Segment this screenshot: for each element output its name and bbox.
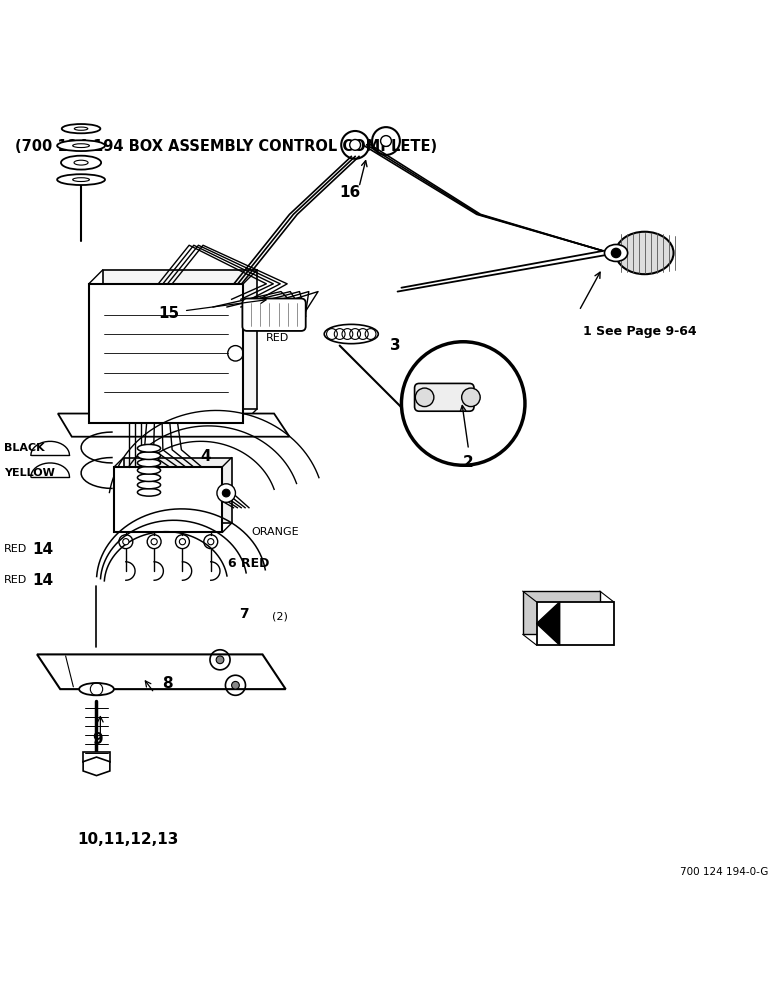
Text: BLACK: BLACK	[4, 443, 45, 453]
Ellipse shape	[137, 444, 161, 452]
FancyBboxPatch shape	[83, 752, 110, 762]
Text: 5: 5	[166, 476, 177, 491]
Text: 3: 3	[390, 338, 401, 353]
Text: 10,11,12,13: 10,11,12,13	[77, 832, 178, 847]
Circle shape	[179, 539, 185, 545]
Ellipse shape	[324, 324, 378, 344]
Polygon shape	[537, 602, 614, 645]
Ellipse shape	[137, 452, 161, 459]
Ellipse shape	[137, 459, 161, 467]
Ellipse shape	[57, 174, 105, 185]
Polygon shape	[523, 591, 600, 634]
FancyBboxPatch shape	[114, 467, 222, 532]
Text: 16: 16	[340, 185, 361, 200]
Polygon shape	[537, 602, 560, 645]
Text: (2): (2)	[272, 612, 288, 622]
Circle shape	[611, 248, 621, 258]
Text: 15: 15	[158, 306, 179, 321]
Circle shape	[217, 484, 235, 502]
Text: RED: RED	[266, 333, 290, 343]
Polygon shape	[58, 414, 290, 437]
Text: YELLOW: YELLOW	[4, 468, 55, 478]
Text: RED: RED	[4, 544, 27, 554]
Text: 14: 14	[32, 542, 53, 557]
Text: 4: 4	[201, 449, 212, 464]
Ellipse shape	[79, 683, 114, 695]
FancyBboxPatch shape	[89, 284, 243, 423]
Ellipse shape	[137, 481, 161, 489]
Ellipse shape	[604, 244, 628, 261]
FancyBboxPatch shape	[103, 270, 257, 409]
Ellipse shape	[57, 140, 105, 151]
Ellipse shape	[73, 144, 90, 148]
Polygon shape	[37, 654, 286, 689]
Circle shape	[381, 136, 391, 146]
Ellipse shape	[137, 488, 161, 496]
Text: 2: 2	[463, 455, 474, 470]
Ellipse shape	[62, 124, 100, 133]
Circle shape	[232, 681, 239, 689]
Text: (700 124 194 BOX ASSEMBLY CONTROL COMPLETE): (700 124 194 BOX ASSEMBLY CONTROL COMPLE…	[15, 139, 438, 154]
FancyBboxPatch shape	[124, 458, 232, 523]
Circle shape	[123, 539, 129, 545]
Ellipse shape	[61, 156, 101, 170]
FancyBboxPatch shape	[242, 299, 306, 331]
FancyBboxPatch shape	[415, 383, 474, 411]
Polygon shape	[83, 757, 110, 776]
Text: RED: RED	[4, 575, 27, 585]
Circle shape	[151, 539, 157, 545]
Text: 7: 7	[239, 607, 249, 621]
Text: 700 124 194-0-G: 700 124 194-0-G	[680, 867, 768, 877]
Ellipse shape	[137, 474, 161, 481]
Text: 1 See Page 9-64: 1 See Page 9-64	[583, 325, 696, 338]
Circle shape	[222, 489, 230, 497]
Ellipse shape	[74, 160, 88, 165]
Circle shape	[350, 139, 361, 150]
Text: 9: 9	[93, 732, 103, 747]
Ellipse shape	[74, 127, 88, 130]
Text: ORANGE: ORANGE	[251, 527, 299, 537]
Text: FWD: FWD	[567, 617, 599, 630]
Circle shape	[462, 388, 480, 407]
Circle shape	[216, 656, 224, 664]
Ellipse shape	[73, 178, 90, 182]
Ellipse shape	[615, 232, 673, 274]
Ellipse shape	[137, 466, 161, 474]
Text: 8: 8	[162, 676, 173, 691]
Text: 6 RED: 6 RED	[228, 557, 269, 570]
Circle shape	[208, 539, 214, 545]
Text: 14: 14	[32, 573, 53, 588]
Circle shape	[415, 388, 434, 407]
